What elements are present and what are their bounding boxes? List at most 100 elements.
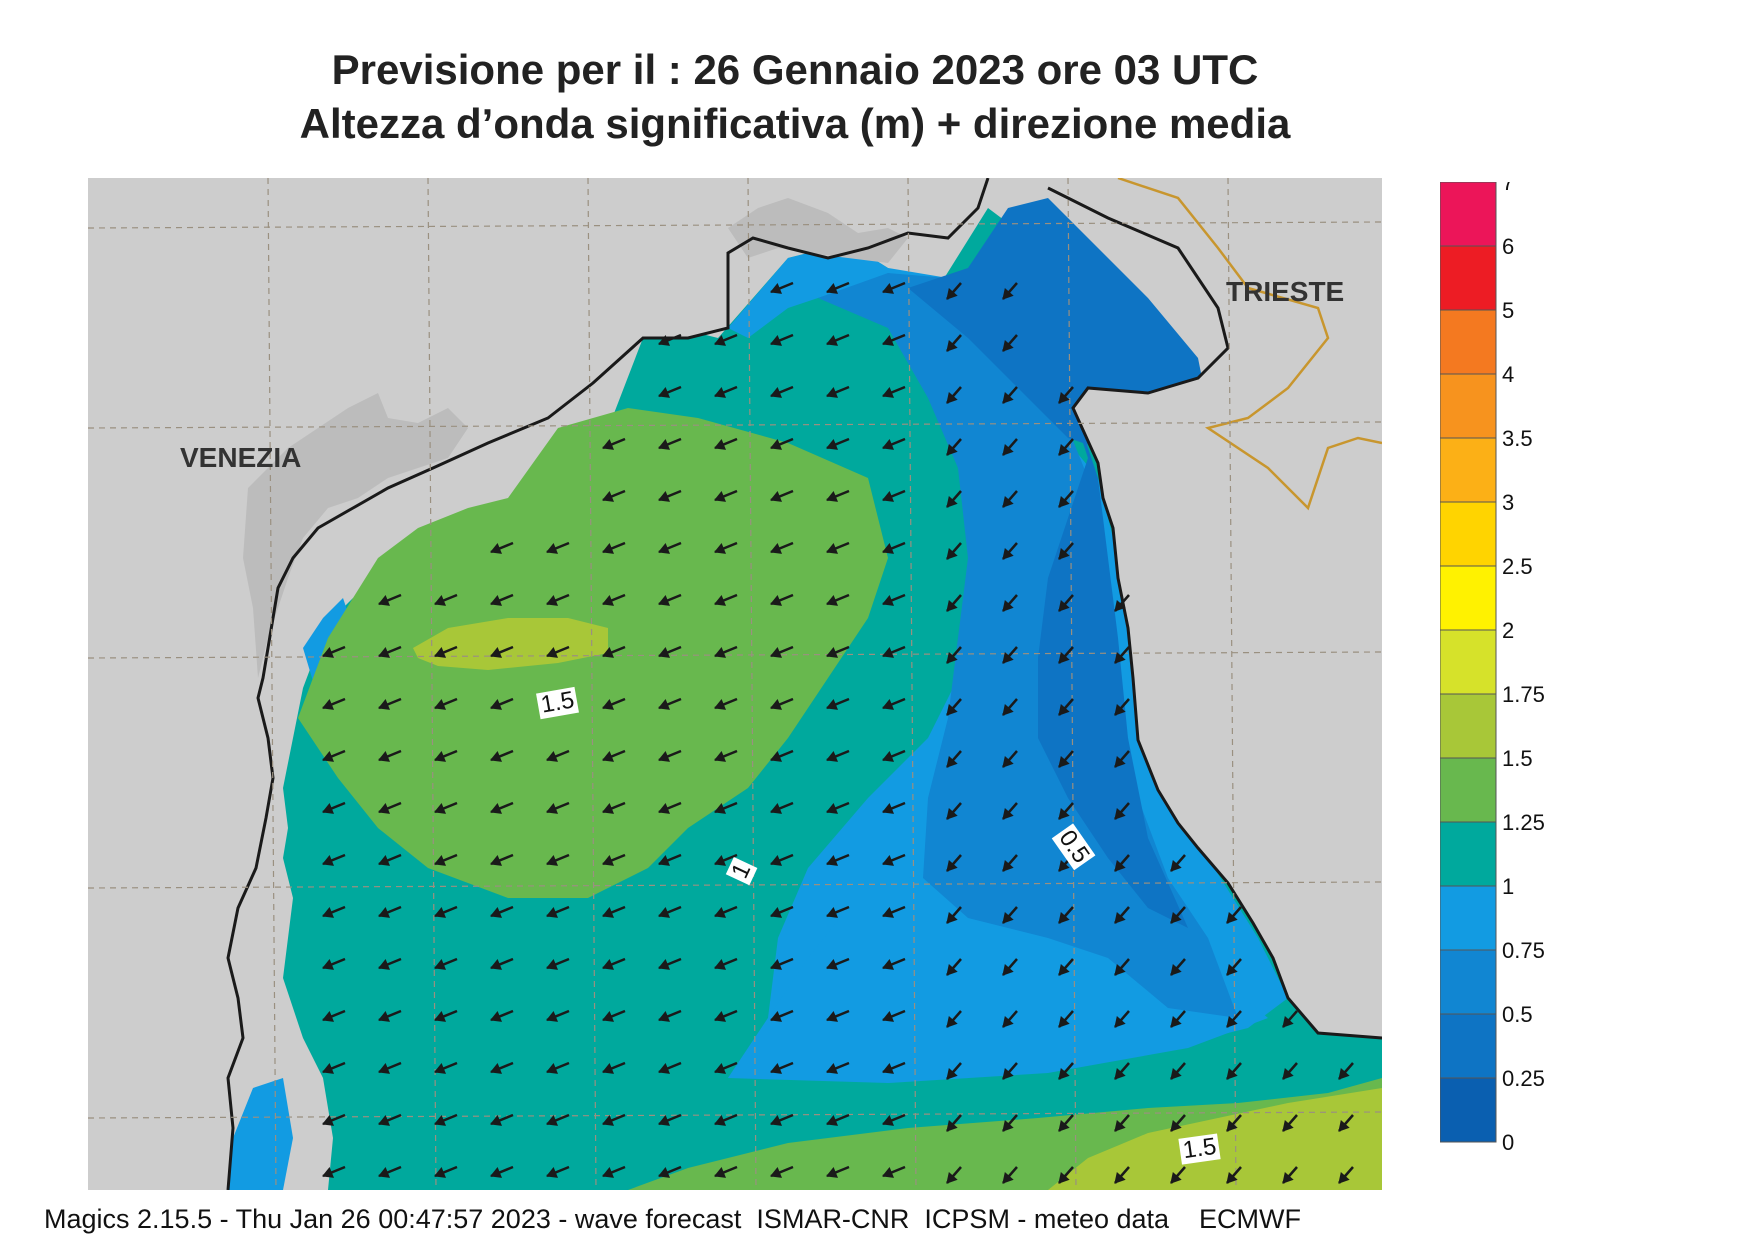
arrow-head <box>1170 1015 1182 1028</box>
arrow-head <box>1170 911 1182 924</box>
arrow-head <box>946 755 958 768</box>
parallel-line <box>88 421 1382 429</box>
meridian-line <box>1227 178 1237 1190</box>
arrow-head <box>770 750 783 762</box>
arrow-head <box>434 1062 447 1074</box>
arrow-head <box>1002 807 1014 820</box>
arrow-head <box>658 1010 671 1022</box>
arrow-head <box>946 859 958 872</box>
arrow-head <box>322 802 335 814</box>
arrow-head <box>658 698 671 710</box>
arrow-head <box>490 1114 503 1126</box>
legend-swatch <box>1440 1013 1497 1079</box>
arrow-head <box>714 594 727 606</box>
arrow-head <box>434 1166 447 1178</box>
arrow-head <box>1170 963 1182 976</box>
arrow-head <box>714 750 727 762</box>
arrow-head <box>546 906 559 918</box>
arrow-head <box>826 906 839 918</box>
arrow-head <box>826 802 839 814</box>
arrow-head <box>826 1062 839 1074</box>
arrow-head <box>1114 807 1126 820</box>
legend-swatch <box>1440 245 1497 311</box>
arrow-head <box>378 906 391 918</box>
arrow-head <box>826 698 839 710</box>
legend-tick-label: 5 <box>1502 298 1514 323</box>
arrow-head <box>658 802 671 814</box>
arrow-head <box>602 1062 615 1074</box>
contour-label-1-5-south: 1.5 <box>1178 1133 1221 1165</box>
arrow-head <box>658 594 671 606</box>
arrow-head <box>658 958 671 970</box>
arrow-head <box>826 334 839 346</box>
arrow-head <box>882 282 895 294</box>
arrow-head <box>602 542 615 554</box>
arrow-head <box>1058 651 1070 664</box>
arrow-head <box>1058 391 1070 404</box>
footer-credits: Magics 2.15.5 - Thu Jan 26 00:47:57 2023… <box>44 1204 1302 1234</box>
arrow-head <box>770 1166 783 1178</box>
parallel-line <box>88 651 1382 659</box>
land-grado-lagoon <box>728 198 908 263</box>
arrow-head <box>1338 1067 1350 1080</box>
arrow-head <box>490 958 503 970</box>
arrow-head <box>946 1171 958 1184</box>
arrow-head <box>490 750 503 762</box>
arrow-head <box>714 1166 727 1178</box>
arrow-head <box>1114 911 1126 924</box>
arrow-head <box>714 438 727 450</box>
arrow-head <box>1002 287 1014 300</box>
arrow-head <box>1002 599 1014 612</box>
arrow-head <box>714 802 727 814</box>
arrow-head <box>882 1114 895 1126</box>
arrow-head <box>714 542 727 554</box>
arrow-head <box>546 854 559 866</box>
arrow-head <box>1002 1119 1014 1132</box>
meridian-line <box>907 178 917 1190</box>
arrow-head <box>1058 1015 1070 1028</box>
arrow-head <box>946 807 958 820</box>
arrow-head <box>826 1114 839 1126</box>
arrow-head <box>714 958 727 970</box>
meridian-line <box>587 178 597 1190</box>
arrow-head <box>1114 651 1126 664</box>
city-label-venezia: VENEZIA <box>180 442 302 473</box>
arrow-head <box>490 1062 503 1074</box>
arrow-head <box>602 750 615 762</box>
arrow-head <box>946 495 958 508</box>
arrow-head <box>490 542 503 554</box>
parallel-line <box>88 881 1382 889</box>
arrow-head <box>714 386 727 398</box>
arrow-head <box>490 698 503 710</box>
legend-tick-label: 6 <box>1502 234 1514 259</box>
meridian-line <box>427 178 437 1190</box>
arrow-head <box>1002 1067 1014 1080</box>
arrow-head <box>602 438 615 450</box>
arrow-head <box>826 594 839 606</box>
arrow-head <box>378 958 391 970</box>
arrow-head <box>1058 443 1070 456</box>
arrow-head <box>1002 443 1014 456</box>
arrow-head <box>1114 599 1126 612</box>
arrow-head <box>490 1166 503 1178</box>
arrow-head <box>1114 703 1126 716</box>
arrow-head <box>658 490 671 502</box>
arrow-head <box>602 802 615 814</box>
arrow-head <box>378 1114 391 1126</box>
arrow-head <box>1114 963 1126 976</box>
legend-swatch <box>1440 693 1497 759</box>
arrow-head <box>434 646 447 658</box>
arrow-head <box>946 703 958 716</box>
arrow-head <box>714 1010 727 1022</box>
arrow-head <box>1282 1067 1294 1080</box>
arrow-head <box>322 1062 335 1074</box>
arrow-head <box>322 646 335 658</box>
color-legend: 0 0.25 0.5 0.75 1 1.25 1.5 1.75 2 2.5 3 3.5 4 5 6 7 <box>1440 182 1545 1155</box>
arrow-head <box>770 386 783 398</box>
arrow-head <box>770 854 783 866</box>
land-venezia-coast <box>88 698 273 1190</box>
arrow-head <box>770 542 783 554</box>
arrow-head <box>1058 703 1070 716</box>
arrow-head <box>1170 1171 1182 1184</box>
arrow-head <box>882 438 895 450</box>
